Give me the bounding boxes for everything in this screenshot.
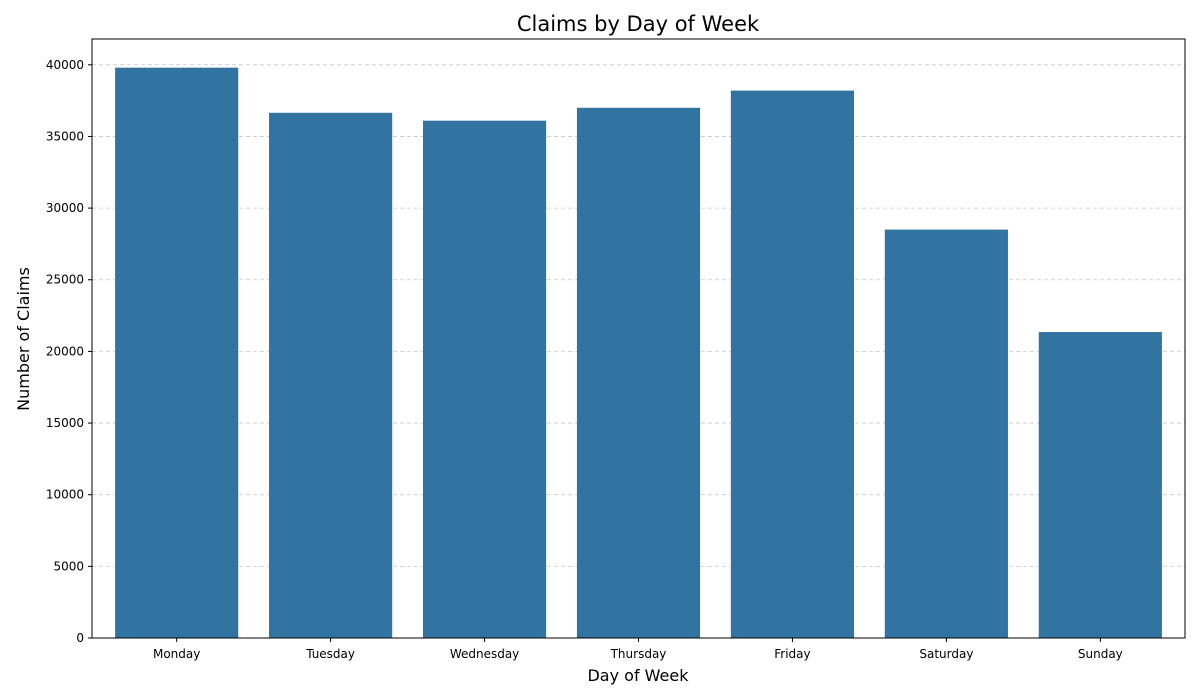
y-tick-label: 5000 [53, 559, 84, 573]
x-tick-label: Friday [774, 647, 810, 661]
bar-monday [115, 67, 239, 639]
y-tick-label: 30000 [46, 201, 84, 215]
bar-saturday [884, 229, 1008, 638]
bar-sunday [1038, 332, 1162, 638]
x-axis-label: Day of Week [587, 666, 689, 685]
x-tick-label: Sunday [1078, 647, 1123, 661]
x-tick-label: Thursday [610, 647, 667, 661]
bar-tuesday [269, 112, 393, 639]
y-tick-label: 10000 [46, 488, 84, 502]
x-tick-label: Monday [153, 647, 200, 661]
y-axis-label: Number of Claims [14, 267, 33, 411]
y-tick-label: 15000 [46, 416, 84, 430]
y-tick-label: 35000 [46, 129, 84, 143]
y-axis-ticks: 0 5000 10000 15000 20000 25000 30000 35000 40000 [46, 58, 92, 645]
bar-friday [730, 90, 855, 639]
x-tick-label: Tuesday [305, 647, 355, 661]
x-axis-ticks: Monday Tuesday Wednesday Thursday Friday Satu… [153, 638, 1123, 661]
bar-thursday [576, 107, 701, 639]
y-tick-label: 20000 [46, 344, 84, 358]
bar-wednesday [422, 120, 547, 638]
x-tick-label: Saturday [919, 647, 973, 661]
chart-title: Claims by Day of Week [517, 12, 760, 36]
y-tick-label: 40000 [46, 58, 84, 72]
y-tick-label: 25000 [46, 273, 84, 287]
y-tick-label: 0 [76, 631, 84, 645]
bars [115, 67, 1162, 639]
x-tick-label: Wednesday [450, 647, 519, 661]
